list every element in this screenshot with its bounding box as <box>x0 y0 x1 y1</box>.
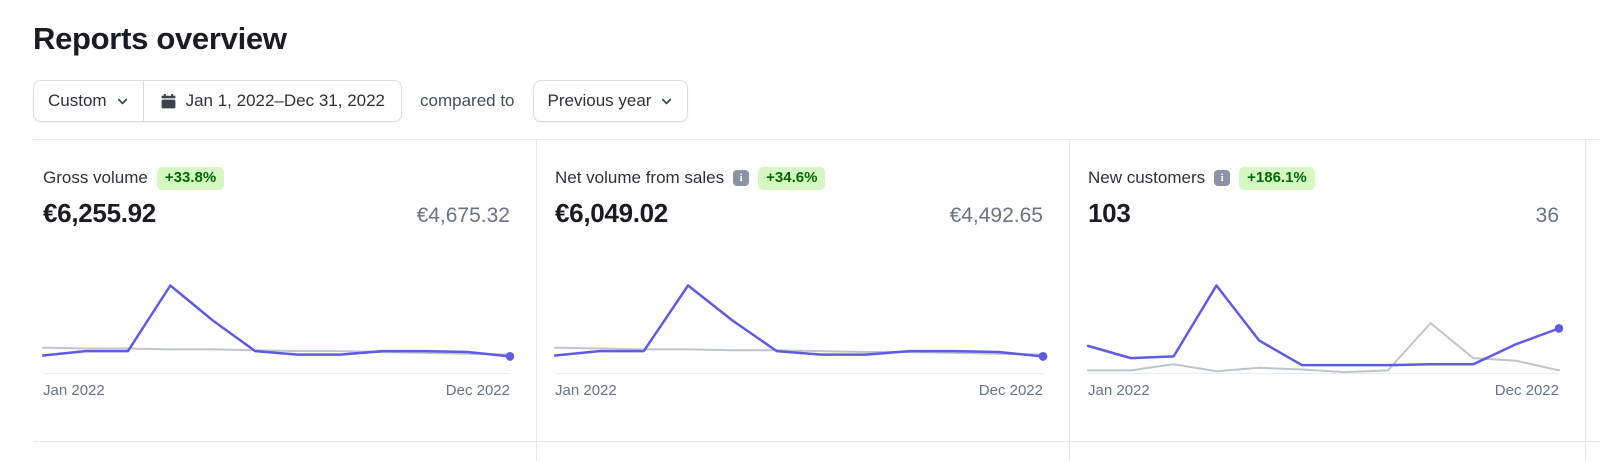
metric-label: Gross volume <box>43 168 148 187</box>
chart-area[interactable] <box>1088 256 1564 374</box>
date-range-button[interactable]: Jan 1, 2022–Dec 31, 2022 <box>144 81 401 121</box>
current-value: €6,255.92 <box>43 198 156 228</box>
next-card-edge <box>1586 140 1600 442</box>
metric-label: New customers <box>1088 168 1206 187</box>
growth-badge: +34.6% <box>758 166 826 190</box>
x-tick-start: Jan 2022 <box>1088 382 1150 399</box>
card-new-customers[interactable]: New customers i +186.1% 103 36 Jan 2022 … <box>1070 140 1586 442</box>
growth-badge: +33.8% <box>156 166 225 190</box>
card-values: €6,049.02 €4,492.65 <box>555 198 1043 232</box>
current-value: 103 <box>1088 198 1131 228</box>
previous-value: €4,492.65 <box>949 204 1043 227</box>
x-axis-labels: Jan 2022 Dec 2022 <box>1088 374 1559 401</box>
filter-bar: Custom Jan 1, 2022–Dec 31, 2022 compared… <box>33 80 1600 122</box>
card-net-volume[interactable]: Net volume from sales i +34.6% €6,049.02… <box>537 140 1070 442</box>
info-icon[interactable]: i <box>1214 170 1231 186</box>
calendar-icon <box>160 93 177 110</box>
chevron-down-icon <box>116 95 129 108</box>
previous-value: €4,675.32 <box>416 204 510 227</box>
page-title: Reports overview <box>33 21 287 56</box>
growth-badge: +186.1% <box>1239 166 1315 190</box>
x-tick-end: Dec 2022 <box>445 382 510 399</box>
x-tick-end: Dec 2022 <box>978 382 1043 399</box>
x-tick-start: Jan 2022 <box>43 382 105 399</box>
previous-value: 36 <box>1535 204 1559 227</box>
next-row-stub <box>33 442 537 461</box>
card-values: €6,255.92 €4,675.32 <box>43 198 510 232</box>
card-header: Net volume from sales i +34.6% <box>555 166 1043 190</box>
range-type-label: Custom <box>48 91 107 110</box>
compare-select[interactable]: Previous year <box>532 80 689 122</box>
metrics-grid: Gross volume +33.8% €6,255.92 €4,675.32 … <box>33 139 1600 461</box>
net-volume-chart <box>555 256 1048 361</box>
x-tick-end: Dec 2022 <box>1494 382 1559 399</box>
info-icon[interactable]: i <box>733 170 750 186</box>
compare-select-label: Previous year <box>547 91 652 110</box>
next-row-stub <box>1586 442 1600 461</box>
x-axis-labels: Jan 2022 Dec 2022 <box>555 374 1043 401</box>
date-filter-group: Custom Jan 1, 2022–Dec 31, 2022 <box>33 80 403 122</box>
card-header: Gross volume +33.8% <box>43 166 510 190</box>
x-tick-start: Jan 2022 <box>555 382 617 399</box>
new-customers-chart <box>1088 256 1564 374</box>
card-gross-volume[interactable]: Gross volume +33.8% €6,255.92 €4,675.32 … <box>33 140 537 442</box>
chart-area[interactable] <box>555 256 1048 374</box>
chart-area[interactable] <box>43 256 515 374</box>
metric-label: Net volume from sales <box>555 168 725 187</box>
card-values: 103 36 <box>1088 198 1559 232</box>
card-header: New customers i +186.1% <box>1088 166 1559 190</box>
next-row-stub <box>1070 442 1586 461</box>
compared-to-text: compared to <box>420 91 515 110</box>
current-value: €6,049.02 <box>555 198 668 228</box>
chevron-down-icon <box>660 95 673 108</box>
x-axis-labels: Jan 2022 Dec 2022 <box>43 374 510 401</box>
range-type-dropdown[interactable]: Custom <box>34 81 143 121</box>
date-range-label: Jan 1, 2022–Dec 31, 2022 <box>185 91 386 110</box>
pill-divider <box>142 81 144 121</box>
next-row-stub <box>537 442 1070 461</box>
gross-volume-chart <box>43 256 515 361</box>
